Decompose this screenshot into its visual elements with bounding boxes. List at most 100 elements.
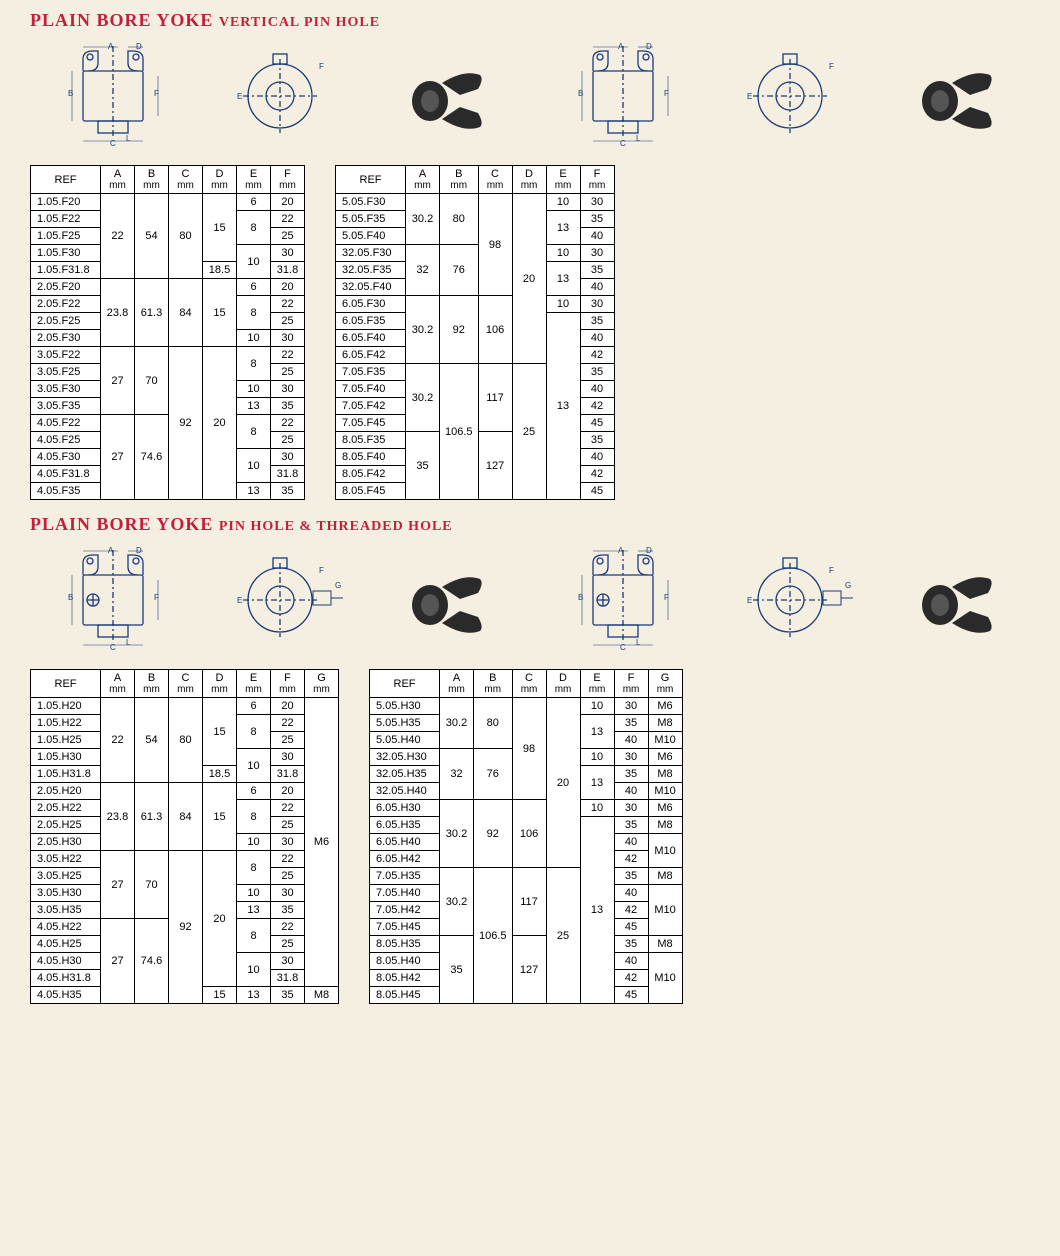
cell: 30.2: [440, 698, 474, 749]
cell: 27: [101, 919, 135, 1004]
cell: 40: [580, 279, 614, 296]
cell: 106: [478, 296, 512, 364]
cell: M8: [305, 987, 339, 1004]
cell: 25: [271, 817, 305, 834]
cell: 40: [614, 783, 648, 800]
cell: 22: [271, 851, 305, 868]
cell: 4.05.F25: [31, 432, 101, 449]
svg-text:C: C: [620, 139, 626, 148]
cell: 13: [237, 398, 271, 415]
svg-text:A: A: [618, 546, 624, 555]
svg-text:E: E: [237, 92, 242, 101]
cell: 2.05.H22: [31, 800, 101, 817]
cell: 61.3: [135, 783, 169, 851]
spec-table-right: REFAmmBmmCmmDmmEmmFmm5.05.F3030.28098201…: [335, 165, 615, 500]
cell: 22: [271, 415, 305, 432]
cell: 10: [237, 449, 271, 483]
cell: 7.05.H40: [370, 885, 440, 902]
cell: 8.05.F42: [336, 466, 406, 483]
cell: 30: [271, 953, 305, 970]
cell: 30: [271, 449, 305, 466]
cell: 32.05.H30: [370, 749, 440, 766]
cell: 20: [271, 783, 305, 800]
cell: M10: [648, 885, 682, 936]
cell: 5.05.F35: [336, 211, 406, 228]
cell: 42: [580, 466, 614, 483]
cell: 35: [580, 364, 614, 381]
cell: 2.05.H30: [31, 834, 101, 851]
diagrams-row: AD BF CL EF: [30, 37, 1030, 159]
cell: 40: [580, 449, 614, 466]
svg-text:L: L: [126, 134, 131, 143]
cell: 15: [203, 987, 237, 1004]
cell: 35: [614, 766, 648, 783]
cell: 31.8: [271, 766, 305, 783]
col-header: Amm: [406, 166, 440, 194]
cell: 35: [614, 868, 648, 885]
col-header: Emm: [237, 166, 271, 194]
cell: 22: [271, 347, 305, 364]
cell: 25: [271, 313, 305, 330]
cell: 6.05.H40: [370, 834, 440, 851]
cell: 117: [478, 364, 512, 432]
cell: 106.5: [474, 868, 513, 1004]
cell: 10: [237, 245, 271, 279]
cell: 42: [580, 398, 614, 415]
cell: 7.05.F35: [336, 364, 406, 381]
cell: 30: [271, 749, 305, 766]
col-header: Emm: [580, 670, 614, 698]
cell: 32.05.H35: [370, 766, 440, 783]
svg-text:L: L: [126, 638, 131, 647]
cell: 45: [580, 483, 614, 500]
cell: 3.05.H25: [31, 868, 101, 885]
table-row: 1.05.F2022548015620: [31, 194, 305, 211]
cell: 40: [580, 228, 614, 245]
cell: 84: [169, 279, 203, 347]
cell: 80: [440, 194, 479, 245]
table-row: 2.05.H2023.861.38415620: [31, 783, 339, 800]
cell: 8: [237, 851, 271, 885]
cell: 74.6: [135, 919, 169, 1004]
cell: 30.2: [440, 800, 474, 868]
diagram-set: AD BF CL EF: [30, 37, 520, 159]
cell: M6: [305, 698, 339, 987]
cell: 7.05.F45: [336, 415, 406, 432]
cell: 4.05.H35: [31, 987, 101, 1004]
cell: 6.05.F40: [336, 330, 406, 347]
table-row: 2.05.F2023.861.38415620: [31, 279, 305, 296]
cell: 127: [512, 936, 546, 1004]
cell: 25: [271, 432, 305, 449]
cell: 10: [580, 749, 614, 766]
col-header: Dmm: [512, 166, 546, 194]
col-header: Fmm: [271, 166, 305, 194]
cell: M8: [648, 715, 682, 732]
cell: 10: [546, 245, 580, 262]
table-row: 7.05.H3530.2106.51172535M8: [370, 868, 683, 885]
svg-text:E: E: [747, 92, 752, 101]
cell: 30: [271, 834, 305, 851]
cell: 92: [440, 296, 479, 364]
col-header: Gmm: [305, 670, 339, 698]
yoke-photo-icon: [912, 61, 1002, 131]
cell: 30: [614, 749, 648, 766]
cell: 5.05.H30: [370, 698, 440, 715]
cell: 76: [440, 245, 479, 296]
cell: 30.2: [406, 194, 440, 245]
cell: 117: [512, 868, 546, 936]
yoke-front-drawing-icon: AD BF CL: [58, 41, 178, 151]
cell: 4.05.H30: [31, 953, 101, 970]
title-sub: PIN HOLE & THREADED HOLE: [219, 519, 453, 534]
cell: 20: [203, 851, 237, 987]
cell: 22: [271, 800, 305, 817]
cell: 6.05.H35: [370, 817, 440, 834]
cell: 5.05.F30: [336, 194, 406, 211]
cell: 35: [271, 483, 305, 500]
cell: 22: [101, 194, 135, 279]
cell: 31.8: [271, 262, 305, 279]
cell: 7.05.H42: [370, 902, 440, 919]
cell: 45: [580, 415, 614, 432]
cell: 6: [237, 783, 271, 800]
cell: 8: [237, 415, 271, 449]
cell: 32.05.F35: [336, 262, 406, 279]
cell: 40: [614, 885, 648, 902]
